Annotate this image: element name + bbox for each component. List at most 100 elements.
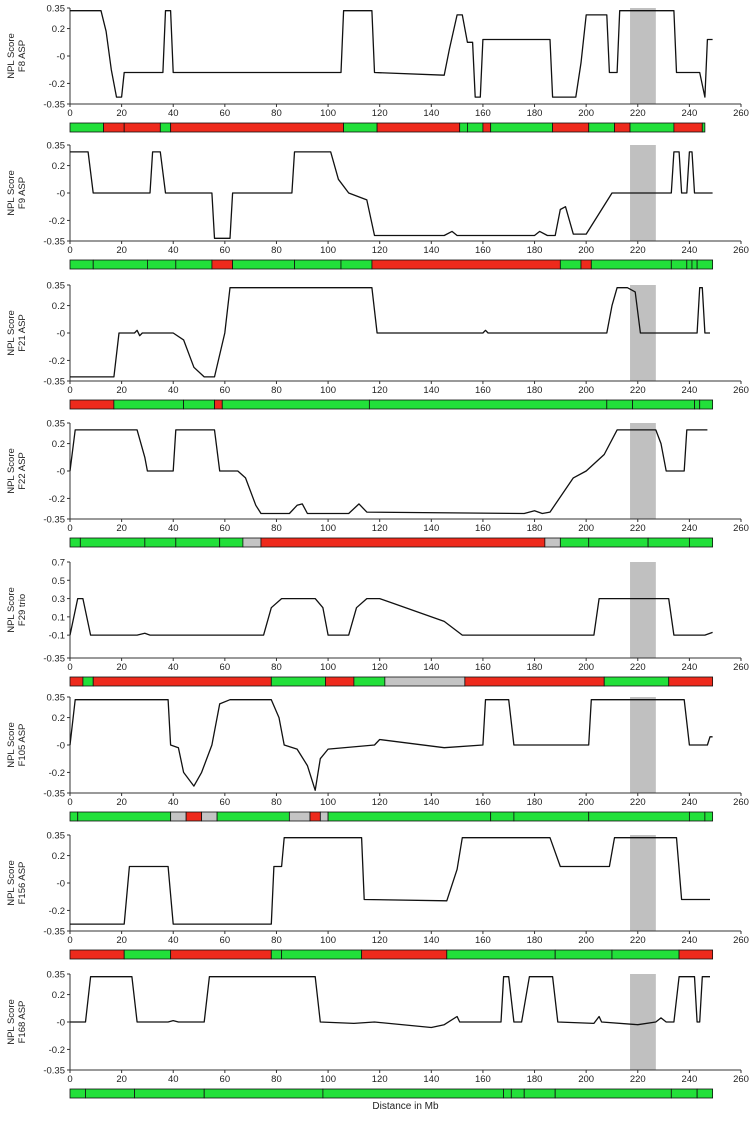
x-tick-label: 100: [320, 385, 336, 396]
x-tick-label: 60: [220, 1074, 231, 1085]
marker-segment-green: [696, 1088, 714, 1099]
x-tick-label: 60: [220, 245, 231, 256]
x-tick-label: 160: [475, 662, 491, 673]
marker-segment-green: [69, 537, 81, 548]
y-tick-label: -0.35: [43, 927, 65, 938]
x-tick-label: 100: [320, 1074, 336, 1085]
x-tick-label: 0: [67, 523, 72, 534]
y-axis-label: NPL Score: [6, 587, 17, 633]
panel-f168-asp: 0.35 0.2 -0 -0.2 -0.350 20 40 60 80 100 120 140 160 1…: [6, 970, 749, 1113]
marker-segment-red: [325, 676, 355, 687]
y-tick-label: 0.35: [47, 281, 66, 292]
x-tick-label: 200: [578, 245, 594, 256]
marker-segment-green: [688, 811, 706, 822]
x-tick-label: 40: [168, 523, 179, 534]
x-tick-label: 40: [168, 108, 179, 119]
y-tick-label: 0.2: [52, 851, 65, 862]
marker-segment-gray: [288, 811, 311, 822]
marker-segment-green: [588, 537, 649, 548]
x-tick-label: 80: [271, 385, 282, 396]
x-tick-label: 20: [116, 797, 127, 808]
y-tick-label: 0.2: [52, 990, 65, 1001]
x-tick-label: 120: [372, 245, 388, 256]
x-tick-label: 140: [423, 245, 439, 256]
marker-segment-green: [603, 676, 670, 687]
highlight-band: [630, 697, 656, 793]
y-tick-label: -0: [57, 329, 65, 340]
marker-segment-green: [704, 811, 714, 822]
y-tick-label: -0: [57, 879, 65, 890]
highlight-band: [630, 8, 656, 104]
marker-segment-gray: [544, 537, 561, 548]
family-label: F22 ASP: [17, 452, 28, 490]
x-tick-label: 120: [372, 935, 388, 946]
npl-score-line: [70, 10, 713, 98]
marker-segment-red: [668, 676, 714, 687]
marker-segment-green: [183, 399, 215, 410]
family-label: F168 ASP: [17, 1001, 28, 1044]
x-tick-label: 260: [733, 108, 749, 119]
x-tick-label: 0: [67, 1074, 72, 1085]
marker-segment-green: [82, 676, 94, 687]
marker-segment-green: [632, 399, 695, 410]
panel-f21-asp: 0.35 0.2 -0 -0.2 -0.350 20 40 60 80 100 120 140 160 1…: [6, 281, 749, 410]
npl-score-line: [70, 287, 710, 378]
x-tick-label: 180: [527, 797, 543, 808]
y-tick-label: -0.2: [49, 356, 65, 367]
x-tick-label: 160: [475, 385, 491, 396]
x-tick-label: 140: [423, 108, 439, 119]
x-tick-label: 240: [681, 245, 697, 256]
x-tick-label: 100: [320, 935, 336, 946]
highlight-band: [630, 423, 656, 519]
y-tick-label: 0.35: [47, 970, 66, 981]
npl-score-line: [70, 151, 713, 239]
marker-segment-red: [69, 676, 84, 687]
y-tick-label: -0.35: [43, 100, 65, 111]
x-tick-label: 180: [527, 523, 543, 534]
marker-segment-gray: [242, 537, 262, 548]
marker-segment-red: [69, 399, 115, 410]
marker-segment-red: [552, 122, 590, 133]
marker-segment-green: [490, 122, 554, 133]
panel-f156-asp: 0.35 0.2 -0 -0.2 -0.350 20 40 60 80 100 120 140 160 1…: [6, 831, 749, 960]
marker-segment-green: [343, 122, 378, 133]
marker-segment-green: [353, 676, 386, 687]
y-axis-label: NPL Score: [6, 310, 17, 356]
x-tick-label: 160: [475, 245, 491, 256]
marker-segment-red: [170, 122, 344, 133]
x-tick-label: 180: [527, 245, 543, 256]
x-tick-label: 120: [372, 1074, 388, 1085]
marker-segment-green: [647, 537, 690, 548]
x-tick-label: 200: [578, 662, 594, 673]
marker-segment-green: [691, 259, 698, 270]
npl-score-line: [69, 597, 713, 636]
marker-segment-green: [554, 949, 613, 960]
npl-score-line: [69, 699, 713, 791]
x-tick-label: 120: [372, 523, 388, 534]
x-tick-label: 140: [423, 1074, 439, 1085]
x-tick-label: 180: [527, 385, 543, 396]
x-tick-label: 220: [630, 1074, 646, 1085]
y-tick-label: 0.2: [52, 161, 65, 172]
marker-segment-red: [678, 949, 714, 960]
marker-segment-red: [185, 811, 203, 822]
y-tick-label: 0.2: [52, 301, 65, 312]
family-label: F21 ASP: [17, 314, 28, 352]
marker-segment-red: [123, 122, 161, 133]
x-tick-label: 260: [733, 245, 749, 256]
x-tick-label: 160: [475, 523, 491, 534]
x-tick-label: 220: [630, 245, 646, 256]
x-tick-label: 120: [372, 662, 388, 673]
marker-segment-red: [464, 676, 605, 687]
x-tick-label: 240: [681, 662, 697, 673]
x-tick-label: 60: [220, 385, 231, 396]
x-tick-label: 20: [116, 1074, 127, 1085]
marker-segment-red: [103, 122, 125, 133]
marker-segment-red: [170, 949, 272, 960]
y-tick-label: -0.35: [43, 377, 65, 388]
marker-segment-green: [270, 676, 326, 687]
marker-segment-green: [281, 949, 363, 960]
marker-segment-green: [503, 1088, 512, 1099]
y-tick-label: 0.35: [47, 419, 66, 430]
